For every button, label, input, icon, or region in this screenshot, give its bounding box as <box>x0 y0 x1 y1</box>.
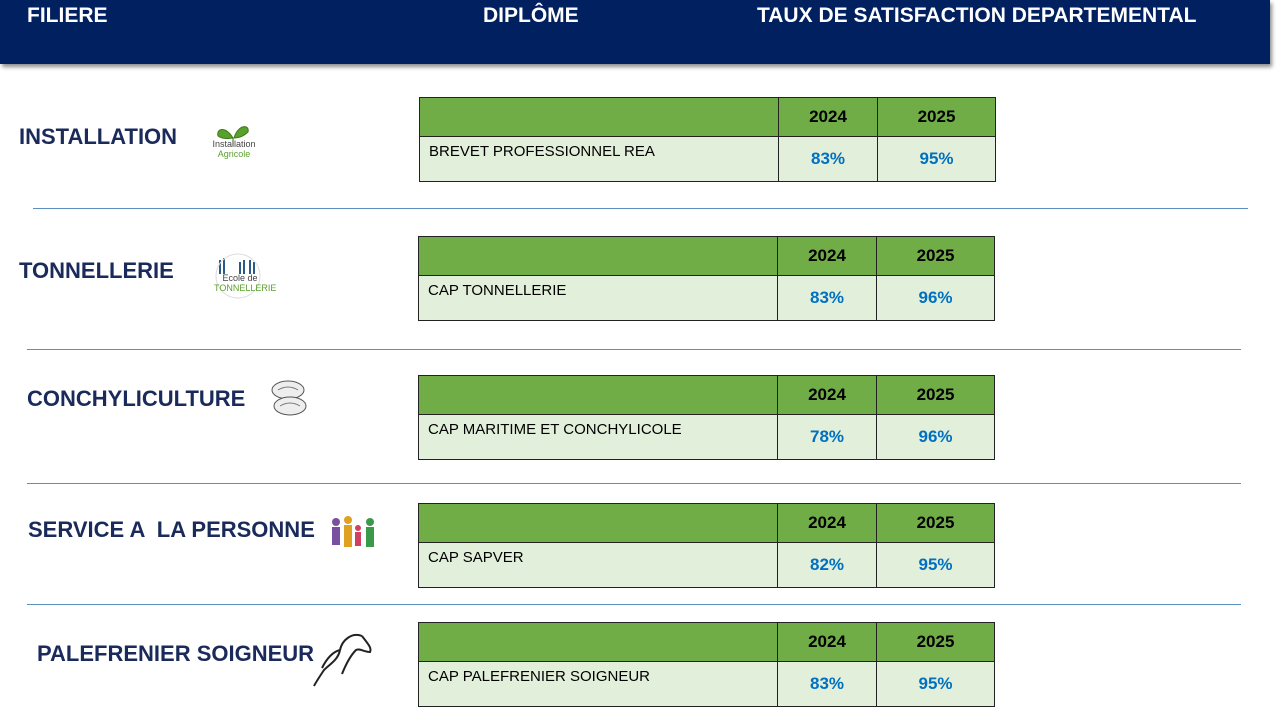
satisfaction-table: 2024 2025 CAP MARITIME ET CONCHYLICOLE 78% 9… <box>418 375 995 460</box>
logo-text: Agricole <box>217 149 251 159</box>
header-row: 2024 2025 <box>418 236 995 276</box>
year-cell: 2025 <box>876 375 995 415</box>
year-cell: 2024 <box>777 622 877 662</box>
year-cell: 2025 <box>877 97 996 137</box>
data-row: CAP PALEFRENIER SOIGNEUR 83% 95% <box>418 661 995 707</box>
column-title: FILIERE <box>27 4 108 27</box>
logo <box>328 514 388 574</box>
rate-cell: 96% <box>876 275 995 321</box>
year-cell: 2024 <box>777 375 877 415</box>
filiere-label: CONCHYLICULTURE <box>27 386 246 411</box>
diplome-cell: CAP MARITIME ET CONCHYLICOLE <box>418 414 778 460</box>
diplome-cell: CAP PALEFRENIER SOIGNEUR <box>418 661 778 707</box>
diplome-cell: BREVET PROFESSIONNEL REA <box>419 136 779 182</box>
empty-cell <box>418 622 778 662</box>
empty-cell <box>419 97 779 137</box>
header-row: 2024 2025 <box>418 622 995 662</box>
logo-icon <box>271 380 307 416</box>
filiere-label: SERVICE A LA PERSONNE <box>28 517 315 542</box>
header-bar <box>0 0 1270 64</box>
logo-text: Ecole de <box>222 273 258 283</box>
satisfaction-table: 2024 2025 BREVET PROFESSIONNEL REA 83% 95% <box>419 97 996 182</box>
header-row: 2024 2025 <box>419 97 996 137</box>
satisfaction-table: 2024 2025 CAP PALEFRENIER SOIGNEUR 83% 95% <box>418 622 995 707</box>
empty-cell <box>418 503 778 543</box>
header-row: 2024 2025 <box>418 503 995 543</box>
year-cell: 2024 <box>777 503 877 543</box>
logo-text: TONNELLERIE <box>214 283 277 293</box>
rate-cell: 83% <box>777 275 877 321</box>
year-cell: 2024 <box>778 97 878 137</box>
year-cell: 2025 <box>876 503 995 543</box>
separator <box>33 208 1248 209</box>
logo-icon <box>332 516 374 547</box>
satisfaction-table: 2024 2025 CAP TONNELLERIE 83% 96% <box>418 236 995 321</box>
logo-text: Installation <box>212 139 256 149</box>
rate-cell: 95% <box>877 136 996 182</box>
logo: Installation Agricole <box>208 118 268 178</box>
column-title: DIPLÔME <box>483 4 579 27</box>
rate-cell: 96% <box>876 414 995 460</box>
rate-cell: 82% <box>777 542 877 588</box>
logo <box>312 630 372 690</box>
rate-cell: 83% <box>778 136 878 182</box>
header-row: 2024 2025 <box>418 375 995 415</box>
logo-icon <box>217 126 249 146</box>
logo-icon <box>215 253 261 299</box>
logo: Ecole de TONNELLERIE <box>214 252 277 312</box>
data-row: CAP MARITIME ET CONCHYLICOLE 78% 96% <box>418 414 995 460</box>
diplome-cell: CAP SAPVER <box>418 542 778 588</box>
rate-cell: 83% <box>777 661 877 707</box>
year-cell: 2025 <box>876 622 995 662</box>
data-row: CAP SAPVER 82% 95% <box>418 542 995 588</box>
year-cell: 2025 <box>876 236 995 276</box>
separator <box>27 349 1241 350</box>
data-row: CAP TONNELLERIE 83% 96% <box>418 275 995 321</box>
year-cell: 2024 <box>777 236 877 276</box>
logo-icon <box>313 634 372 687</box>
rate-cell: 95% <box>876 542 995 588</box>
filiere-label: PALEFRENIER SOIGNEUR <box>37 641 315 666</box>
separator <box>27 483 1241 484</box>
diplome-cell: CAP TONNELLERIE <box>418 275 778 321</box>
rate-cell: 95% <box>876 661 995 707</box>
rate-cell: 78% <box>777 414 877 460</box>
column-title: TAUX DE SATISFACTION DEPARTEMENTAL <box>757 4 1197 27</box>
satisfaction-table: 2024 2025 CAP SAPVER 82% 95% <box>418 503 995 588</box>
empty-cell <box>418 375 778 415</box>
separator <box>27 604 1241 605</box>
empty-cell <box>418 236 778 276</box>
filiere-label: INSTALLATION <box>19 124 178 149</box>
logo <box>268 378 328 438</box>
data-row: BREVET PROFESSIONNEL REA 83% 95% <box>419 136 996 182</box>
filiere-label: TONNELLERIE <box>19 258 174 283</box>
